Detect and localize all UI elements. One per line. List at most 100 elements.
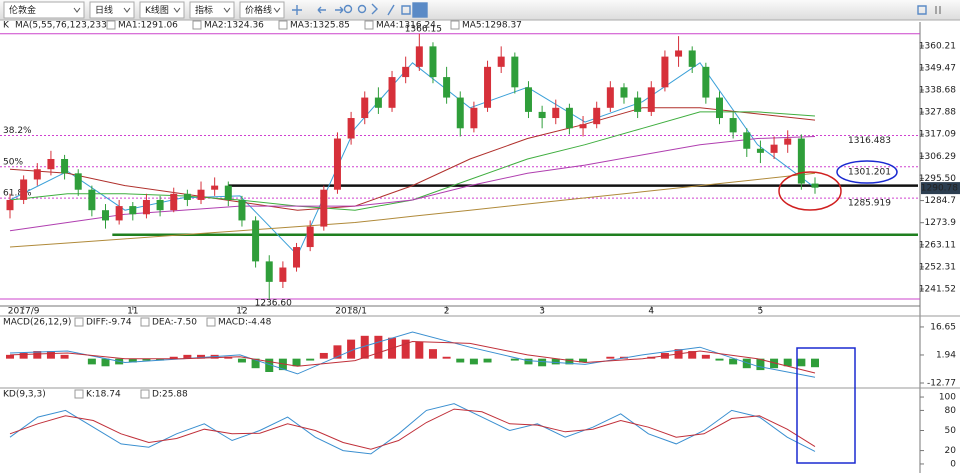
candle-body bbox=[497, 56, 505, 67]
macd-bar bbox=[360, 335, 369, 359]
toolbar-label: 指标 bbox=[195, 4, 213, 16]
macd-bar bbox=[783, 358, 792, 367]
highlight-ellipse bbox=[836, 160, 898, 184]
macd-bar bbox=[688, 351, 697, 359]
dropdown-arrow bbox=[123, 7, 131, 13]
highlight-box bbox=[796, 347, 856, 464]
candle-body bbox=[252, 220, 260, 262]
toolbar-button[interactable] bbox=[189, 1, 235, 19]
candle-body bbox=[102, 210, 110, 221]
icon-window[interactable] bbox=[917, 5, 927, 15]
macd-bar bbox=[483, 358, 492, 363]
macd-bar bbox=[265, 358, 274, 372]
candle-body bbox=[593, 107, 601, 125]
candle-body bbox=[279, 267, 287, 282]
candle-body bbox=[347, 118, 355, 139]
toolbar-button[interactable] bbox=[139, 1, 185, 19]
candle-body bbox=[156, 199, 164, 211]
indicator-line bbox=[9, 107, 816, 211]
y-tick-label: 1317.09 bbox=[919, 130, 956, 140]
y-tick-label: 1338.68 bbox=[919, 86, 956, 96]
legend-swatch bbox=[74, 389, 84, 399]
icon-move[interactable] bbox=[292, 5, 302, 15]
x-tick-label: 2017/9 bbox=[8, 307, 40, 317]
icon-zoom-in[interactable] bbox=[343, 4, 353, 14]
candle-body bbox=[715, 97, 723, 119]
macd-bar bbox=[770, 358, 779, 369]
toolbar-icons bbox=[292, 2, 941, 18]
icon-left[interactable] bbox=[317, 6, 326, 14]
y-tick-label: 100 bbox=[939, 393, 956, 403]
candle-body bbox=[47, 158, 55, 170]
candle-body bbox=[197, 189, 205, 200]
candle-body bbox=[142, 199, 150, 215]
icon-right[interactable] bbox=[335, 6, 344, 14]
legend-item: MA3:1325.85 bbox=[290, 21, 350, 31]
y-tick-label: 0 bbox=[950, 459, 956, 469]
y-tick-label: 20 bbox=[945, 446, 957, 456]
macd-bar bbox=[742, 358, 751, 369]
candle-body bbox=[374, 97, 382, 108]
candle-body bbox=[511, 56, 519, 88]
legend-item: K:18.74 bbox=[86, 390, 121, 400]
candle-body bbox=[238, 199, 246, 221]
legend-item: MA2:1324.36 bbox=[204, 21, 264, 31]
y-tick-label: 1295.50 bbox=[919, 174, 956, 184]
macd-bar bbox=[756, 358, 765, 371]
legend-swatch bbox=[206, 317, 216, 327]
macd-bar bbox=[142, 358, 151, 361]
indicator-line bbox=[9, 111, 816, 211]
icon-settings[interactable] bbox=[935, 6, 941, 14]
macd-bar bbox=[197, 354, 206, 359]
icon-erase[interactable] bbox=[401, 5, 411, 15]
macd-bar bbox=[524, 358, 533, 365]
icon-draw[interactable] bbox=[387, 4, 395, 16]
toolbar-items: 伦敦金 日线 K线图 指标 价格线 bbox=[3, 1, 285, 19]
candle-body bbox=[170, 193, 178, 211]
candle-body bbox=[402, 66, 410, 78]
toolbar-button[interactable] bbox=[239, 1, 285, 19]
extreme-label: 1236.60 bbox=[255, 299, 292, 309]
candle-body bbox=[743, 132, 751, 149]
toolbar-button[interactable] bbox=[3, 1, 85, 19]
y-tick-label: 16.65 bbox=[930, 322, 956, 332]
candle-body bbox=[565, 107, 573, 129]
macd-bar bbox=[565, 358, 574, 365]
icon-fit[interactable] bbox=[371, 3, 378, 15]
legend-swatch bbox=[278, 20, 288, 30]
candle-body bbox=[811, 183, 819, 188]
candle-body bbox=[538, 111, 546, 119]
macd-bar bbox=[251, 358, 260, 369]
macd-bar bbox=[60, 354, 69, 359]
macd-bar bbox=[306, 358, 315, 361]
legend-title: K bbox=[3, 21, 10, 31]
macd-bar bbox=[6, 354, 14, 359]
icon-zoom-out[interactable] bbox=[357, 4, 367, 14]
candle-body bbox=[293, 247, 301, 268]
candle-body bbox=[33, 169, 41, 180]
macd-bar bbox=[538, 358, 547, 367]
candle-body bbox=[470, 107, 478, 129]
macd-bar bbox=[87, 358, 96, 365]
candle-body bbox=[729, 118, 737, 133]
legend-swatch bbox=[450, 20, 460, 30]
y-tick-label: 1273.9 bbox=[925, 218, 957, 228]
candle-body bbox=[224, 185, 232, 200]
candle-body bbox=[320, 189, 328, 227]
macd-bar bbox=[237, 358, 246, 363]
fib-value: 1316.483 bbox=[848, 136, 891, 146]
candle-body bbox=[429, 46, 437, 78]
y-tick-label: 1360.21 bbox=[919, 41, 956, 51]
last-price-box bbox=[921, 182, 960, 195]
y-tick-label: 1252.31 bbox=[919, 262, 956, 272]
macd-bar bbox=[415, 341, 424, 359]
icon-link[interactable] bbox=[412, 2, 428, 18]
legend-title: KD(9,3,3) bbox=[3, 390, 46, 400]
x-tick-label: 11 bbox=[127, 307, 138, 317]
fib-value: 1301.201 bbox=[848, 167, 891, 177]
indicator-line bbox=[9, 172, 816, 248]
y-tick-label: 1.94 bbox=[936, 350, 956, 360]
toolbar-button[interactable] bbox=[89, 1, 135, 19]
macd-bar bbox=[729, 358, 738, 365]
